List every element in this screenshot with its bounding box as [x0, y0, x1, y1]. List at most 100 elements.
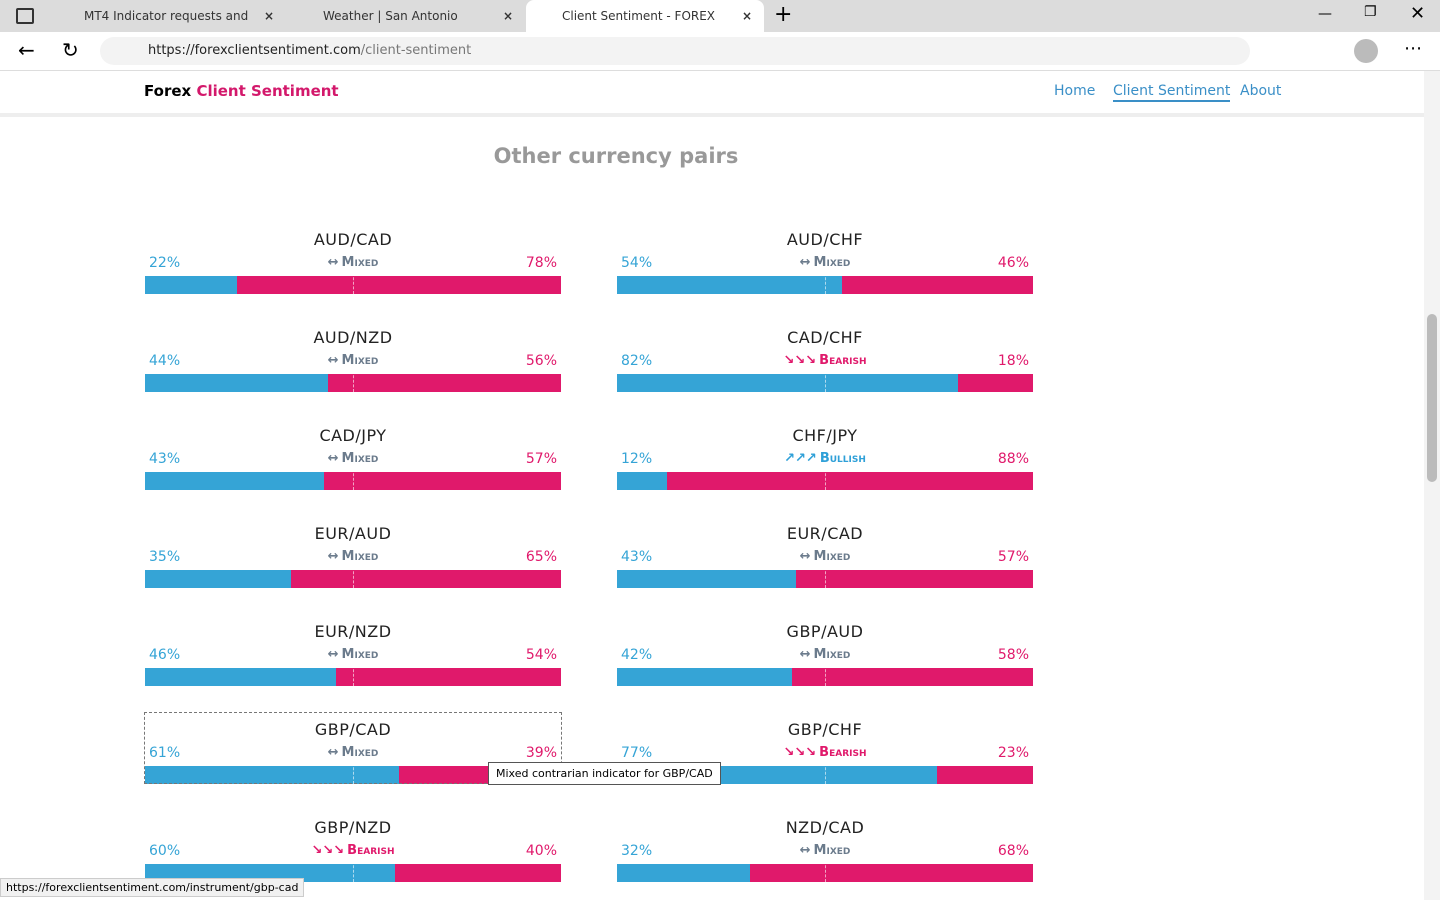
pair[interactable]: NZD/CAD 32% 68% ↔ Mixed	[617, 816, 1033, 886]
tab-close[interactable]: ×	[264, 9, 275, 23]
midline	[825, 856, 826, 882]
back[interactable]: ←	[18, 38, 35, 62]
pair[interactable]: EUR/AUD 35% 65% ↔ Mixed	[145, 522, 561, 592]
short-bar	[937, 766, 1033, 784]
sentiment-icon: ↔	[799, 647, 811, 662]
sentiment-icon: ↔	[799, 255, 811, 270]
sentiment: ↔ Mixed	[145, 549, 561, 564]
short-label: 65%	[525, 549, 557, 565]
sentiment-text: Bearish	[819, 745, 867, 760]
pair[interactable]: EUR/CAD 43% 57% ↔ Mixed	[617, 522, 1033, 592]
midline	[825, 464, 826, 490]
pair[interactable]: GBP/AUD 42% 58% ↔ Mixed	[617, 620, 1033, 690]
sentiment: ↔ Mixed	[617, 843, 1033, 858]
pair-name: AUD/CAD	[313, 230, 393, 249]
tab[interactable]: MT4 Indicator requests and ideas ×	[48, 0, 286, 32]
tab-active[interactable]: Client Sentiment - FOREX Client Sentimen…	[526, 0, 764, 32]
long-bar	[145, 864, 395, 882]
long-label: 60%	[149, 843, 181, 859]
short-label: 88%	[997, 451, 1029, 467]
tab-strip: MT4 Indicator requests and ideas × Weathe…	[0, 0, 1440, 32]
sentiment-text: Bullish	[819, 451, 866, 466]
pair[interactable]: CAD/CHF 82% 18% ↘↘↘ Bearish	[617, 326, 1033, 396]
brand[interactable]: Forex	[144, 82, 192, 100]
minimize[interactable]: —	[1318, 6, 1332, 22]
midline	[353, 366, 354, 392]
sentiment-icon: ↔	[327, 451, 339, 466]
tooltip: Mixed contrarian indicator for GBP/CAD	[488, 762, 721, 785]
long-label: 43%	[621, 549, 653, 565]
sentiment-text: Mixed	[813, 647, 851, 662]
long-label: 54%	[621, 255, 653, 271]
short-bar	[841, 276, 1033, 294]
url-field[interactable]: https://forexclientsentiment.com/client-…	[100, 37, 1250, 65]
scroll-thumb[interactable]	[1427, 314, 1437, 482]
nav-link[interactable]: About	[1240, 83, 1282, 99]
profile[interactable]	[1354, 39, 1378, 63]
long-label: 77%	[621, 745, 653, 761]
long-bar	[145, 668, 337, 686]
sentiment-icon: ↔	[327, 647, 339, 662]
pair[interactable]: EUR/NZD 46% 54% ↔ Mixed	[145, 620, 561, 690]
pair-name: EUR/CAD	[786, 524, 864, 543]
short-bar	[290, 570, 561, 588]
long-bar	[145, 570, 291, 588]
short-label: 58%	[997, 647, 1029, 663]
tab-close[interactable]: ×	[742, 9, 753, 23]
sentiment: ↔ Mixed	[617, 647, 1033, 662]
tab-actions[interactable]	[16, 8, 34, 24]
pair[interactable]: AUD/CAD 22% 78% ↔ Mixed	[145, 228, 561, 298]
reload[interactable]: ↻	[62, 38, 79, 62]
sentiment: ↘↘↘ Bearish	[617, 353, 1033, 368]
long-label: 12%	[621, 451, 653, 467]
midline	[825, 660, 826, 686]
sentiment-text: Mixed	[341, 549, 379, 564]
nav-link[interactable]: Home	[1054, 83, 1096, 99]
sentiment-text: Bearish	[819, 353, 867, 368]
restore[interactable]: ❐	[1364, 4, 1377, 20]
nav-link[interactable]: Client Sentiment	[1113, 83, 1231, 102]
sentiment-text: Mixed	[813, 549, 851, 564]
pair[interactable]: CAD/JPY 43% 57% ↔ Mixed	[145, 424, 561, 494]
short-label: 23%	[997, 745, 1029, 761]
tab-title: Client Sentiment - FOREX Client Sentimen…	[562, 9, 716, 23]
midline	[353, 758, 354, 784]
long-bar	[617, 276, 842, 294]
short-label: 57%	[525, 451, 557, 467]
long-bar	[617, 472, 667, 490]
short-label: 40%	[525, 843, 557, 859]
pair[interactable]: AUD/CHF 54% 46% ↔ Mixed	[617, 228, 1033, 298]
tab-close[interactable]: ×	[503, 9, 514, 23]
tab[interactable]: Weather | San Antonio Forecast ×	[287, 0, 525, 32]
brand-accent[interactable]: Client Sentiment	[196, 82, 339, 100]
url-path: /client-sentiment	[360, 43, 472, 58]
sentiment-icon: ↔	[327, 549, 339, 564]
scrollbar[interactable]	[1424, 71, 1440, 900]
focus-outline	[144, 712, 562, 784]
midline	[825, 562, 826, 588]
short-label: 46%	[997, 255, 1029, 271]
pair[interactable]: AUD/NZD 44% 56% ↔ Mixed	[145, 326, 561, 396]
sentiment-icon: ↘↘↘	[311, 843, 345, 858]
new-tab[interactable]: +	[774, 2, 793, 27]
close[interactable]: ✕	[1410, 3, 1426, 24]
sentiment: ↔ Mixed	[617, 549, 1033, 564]
tab-title: MT4 Indicator requests and ideas	[84, 9, 249, 23]
short-bar	[323, 472, 561, 490]
sentiment: ↔ Mixed	[145, 745, 561, 760]
long-bar	[145, 374, 329, 392]
short-bar	[795, 570, 1033, 588]
pair-name: NZD/CAD	[785, 818, 865, 837]
address-bar: ← ↻ https://forexclientsentiment.com/cli…	[0, 32, 1440, 71]
midline	[353, 660, 354, 686]
sentiment-text: Mixed	[341, 353, 379, 368]
midline	[825, 268, 826, 294]
pair[interactable]: CHF/JPY 12% 88% ↗↗↗ Bullish	[617, 424, 1033, 494]
pair-name: EUR/NZD	[314, 622, 392, 641]
pair[interactable]: GBP/NZD 60% 40% ↘↘↘ Bearish	[145, 816, 561, 886]
long-bar	[145, 276, 237, 294]
menu[interactable]: ⋯	[1404, 38, 1422, 59]
short-bar	[750, 864, 1033, 882]
sentiment-icon: ↔	[799, 843, 811, 858]
section-title: Other currency pairs	[493, 144, 739, 168]
